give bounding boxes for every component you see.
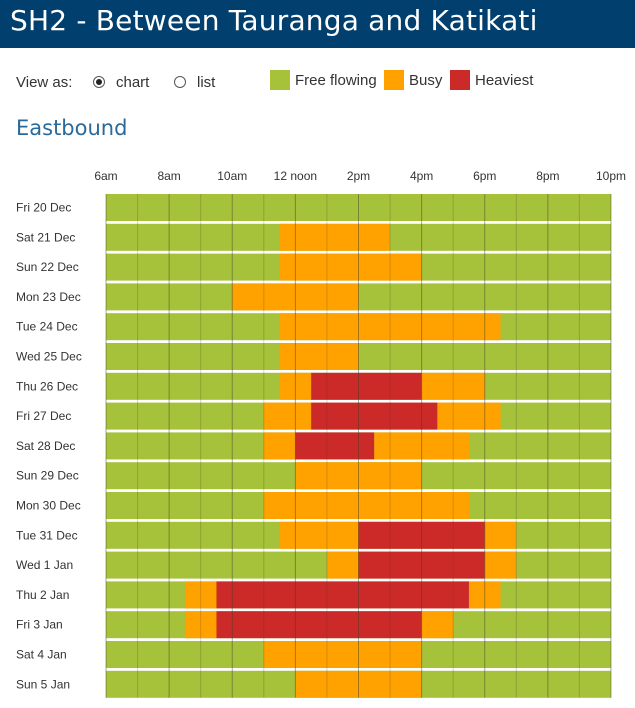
day-label: Mon 30 Dec: [16, 499, 81, 513]
heaviest-segment: [311, 372, 422, 400]
busy-segment: [184, 611, 217, 639]
list-option-label[interactable]: list: [197, 74, 216, 91]
busy-segment: [326, 551, 359, 579]
free-flowing-bar: [106, 194, 611, 221]
busy-segment: [279, 223, 391, 251]
day-label: Wed 25 Dec: [16, 350, 82, 364]
traffic-chart: 6am 8am 10am 12 noon 2pm 4pm 6pm 8pm 10pm Fri 20 …: [16, 169, 626, 698]
day-label: Sat 21 Dec: [16, 230, 75, 244]
day-label: Thu 26 Dec: [16, 379, 78, 393]
busy-segment: [484, 551, 517, 579]
busy-segment: [232, 283, 359, 311]
busy-segment: [263, 492, 469, 519]
busy-segment: [295, 670, 422, 698]
direction-heading: Eastbound: [16, 116, 128, 140]
legend-label-heavy: Heaviest: [475, 72, 534, 89]
heaviest-segment: [216, 581, 469, 609]
busy-segment: [263, 402, 312, 430]
x-tick-label: 6am: [94, 169, 117, 183]
legend-swatch-free: [270, 70, 290, 90]
x-tick-label: 6pm: [473, 169, 496, 183]
day-label: Fri 27 Dec: [16, 409, 71, 423]
day-label: Tue 31 Dec: [16, 528, 78, 542]
day-label: Fri 3 Jan: [16, 618, 63, 632]
busy-segment: [279, 313, 501, 341]
heaviest-segment: [295, 432, 375, 460]
legend-swatch-heavy: [450, 70, 470, 90]
busy-segment: [279, 253, 422, 281]
x-tick-label: 12 noon: [274, 169, 317, 183]
heaviest-segment: [358, 521, 485, 549]
x-tick-label: 4pm: [410, 169, 433, 183]
x-tick-label: 10am: [217, 169, 247, 183]
busy-segment: [421, 611, 454, 639]
day-label: Sun 29 Dec: [16, 469, 79, 483]
page-title: SH2 - Between Tauranga and Katikati: [10, 4, 538, 37]
day-label: Mon 23 Dec: [16, 290, 81, 304]
x-tick-label: 8pm: [536, 169, 559, 183]
x-tick-label: 2pm: [347, 169, 370, 183]
chart-radio[interactable]: [93, 76, 105, 88]
day-label: Sat 4 Jan: [16, 648, 67, 662]
heaviest-segment: [358, 551, 485, 579]
busy-segment: [263, 641, 422, 668]
day-label: Sun 22 Dec: [16, 260, 79, 274]
heaviest-segment: [311, 402, 438, 430]
legend-swatch-busy: [384, 70, 404, 90]
busy-segment: [279, 372, 312, 400]
chart-option-label[interactable]: chart: [116, 74, 150, 91]
view-as-label: View as:: [16, 74, 73, 91]
day-label: Sun 5 Jan: [16, 677, 70, 691]
busy-segment: [437, 402, 501, 430]
x-tick-label: 10pm: [596, 169, 626, 183]
busy-segment: [295, 462, 422, 490]
day-label: Sat 28 Dec: [16, 439, 75, 453]
busy-segment: [263, 432, 296, 460]
day-label: Wed 1 Jan: [16, 558, 73, 572]
x-tick-label: 8am: [157, 169, 180, 183]
busy-segment: [421, 372, 485, 400]
page-header: SH2 - Between Tauranga and Katikati: [0, 0, 635, 48]
busy-segment: [279, 521, 359, 549]
busy-segment: [279, 343, 359, 370]
list-radio[interactable]: [174, 76, 186, 88]
day-label: Thu 2 Jan: [16, 588, 69, 602]
day-label: Fri 20 Dec: [16, 201, 71, 215]
day-label: Tue 24 Dec: [16, 320, 78, 334]
busy-segment: [468, 581, 501, 609]
busy-segment: [184, 581, 217, 609]
legend-label-free: Free flowing: [295, 72, 377, 89]
view-controls: View as: chart list Free flowing Busy He…: [16, 70, 626, 96]
busy-segment: [484, 521, 517, 549]
legend-label-busy: Busy: [409, 72, 443, 89]
busy-segment: [374, 432, 469, 460]
heaviest-segment: [216, 611, 422, 639]
